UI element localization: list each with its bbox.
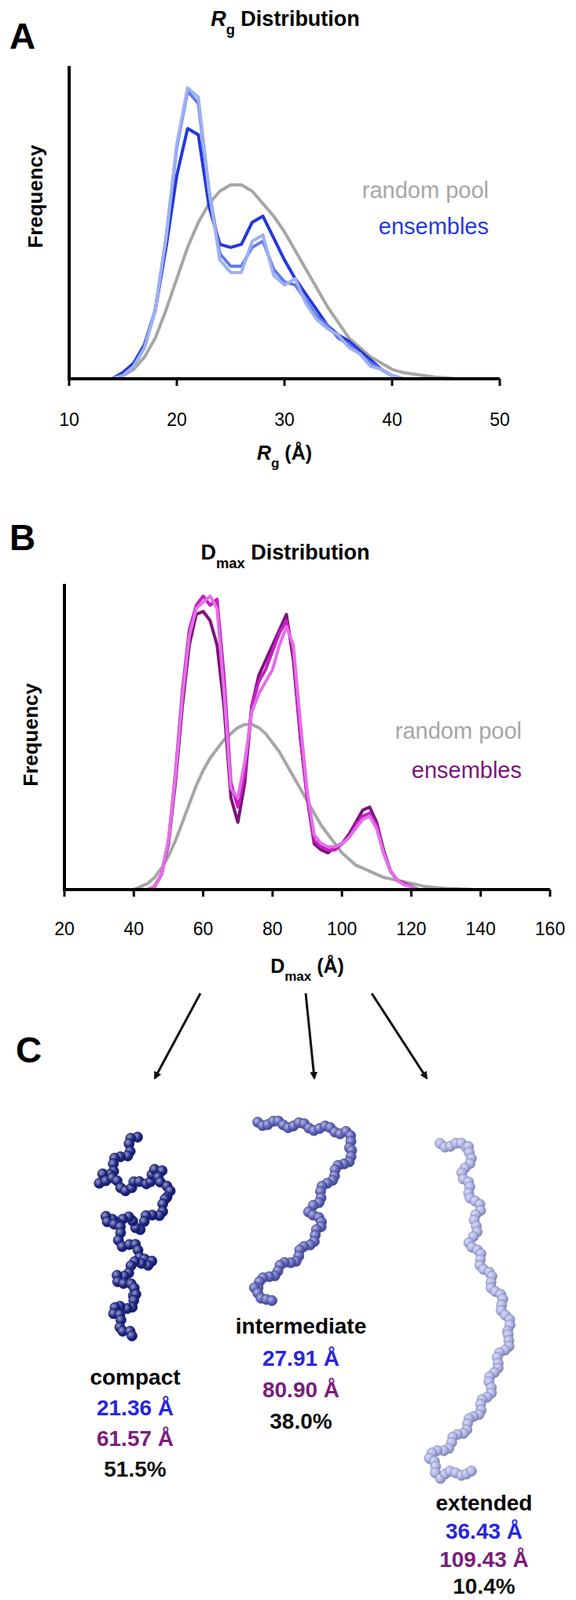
bead [267,1295,278,1307]
dmax-value: 80.90 Å [262,1377,340,1402]
text-part: (Å) [278,441,312,464]
x-axis-label: Rg (Å) [256,441,312,471]
dmax-value: 109.43 Å [439,1547,529,1572]
x-tick-label: 20 [54,918,75,940]
subscript: max [216,554,246,572]
x-tick [498,378,502,386]
x-tick [271,889,274,897]
rg-value: 21.36 Å [96,1395,174,1420]
x-tick [201,889,205,897]
structure [94,1132,176,1342]
y-axis [67,66,71,381]
structure [249,1115,357,1307]
text-part: D [200,540,217,565]
x-tick [391,378,394,386]
panel-label: B [9,517,36,558]
subscript: max [284,968,312,984]
text-part: Distribution [234,7,360,31]
x-tick [132,889,136,897]
dmax-value: 61.57 Å [96,1426,174,1451]
x-tick-label: 140 [465,918,496,940]
x-tick [176,378,179,386]
arrow [305,993,315,1079]
x-tick-label: 50 [489,409,510,430]
structure-label: intermediate [235,1313,367,1339]
x-tick-label: 40 [123,918,144,940]
fraction-value: 38.0% [269,1408,332,1434]
structure [424,1137,516,1484]
text-part: (Å) [311,954,345,977]
text-part: R [256,441,272,464]
title: Dmax Distribution [200,540,370,572]
x-tick-label: 60 [193,918,214,940]
text-part: Distribution [245,540,371,565]
x-tick-label: 30 [274,409,295,430]
y-axis-label: Frequency [18,682,43,787]
figure: A Rg Distribution 10 20 30 40 50 Rg (Å) Frequenc… [0,0,576,1600]
chart: A Rg Distribution 10 20 30 40 50 Rg (Å) Frequenc… [9,7,510,471]
structure-label: extended [436,1490,533,1516]
panel-c: Ccompact 21.36 Å 61.57 Å 51.5% intermediate 2… [15,993,532,1599]
fraction-value: 51.5% [103,1456,166,1482]
arrow [371,993,427,1079]
chart: B Dmax Distribution 20 40 60 80 100 120 140 160 Dm… [9,517,565,984]
x-tick [549,889,552,897]
x-axis-label: Dmax (Å) [270,954,345,984]
x-tick-label: 120 [396,918,426,940]
subscript: g [226,21,235,38]
x-axis [62,887,551,892]
x-tick [283,378,287,386]
bead [466,1466,477,1477]
x-tick [410,889,413,897]
rg-value: 36.43 Å [445,1518,523,1544]
arrow [154,993,201,1079]
y-axis-label: Frequency [23,144,48,249]
x-tick-label: 80 [262,918,283,940]
x-tick [341,889,344,897]
x-tick-label: 10 [58,409,80,430]
subscript: g [271,455,279,471]
legend-entry: ensembles [411,757,522,783]
x-tick [63,889,67,897]
title: Rg Distribution [210,7,360,38]
rg-value: 27.91 Å [262,1346,340,1371]
x-tick-label: 20 [166,409,188,430]
legend-entry: random pool [362,177,489,203]
series-line [133,724,516,890]
panel-label: C [15,1029,42,1071]
structure-label: compact [89,1364,180,1390]
fraction-value: 10.4% [452,1573,515,1599]
bead [127,1331,138,1342]
text-part: D [270,954,285,977]
legend-entry: random pool [395,718,522,744]
x-tick [479,889,482,897]
x-tick-label: 40 [381,409,403,430]
y-axis [62,583,67,892]
x-tick-label: 100 [326,918,357,940]
panel-label: A [9,15,36,57]
legend-entry: ensembles [378,213,489,239]
x-tick-label: 160 [535,918,565,940]
text-part: R [210,7,227,31]
x-tick [68,378,71,386]
